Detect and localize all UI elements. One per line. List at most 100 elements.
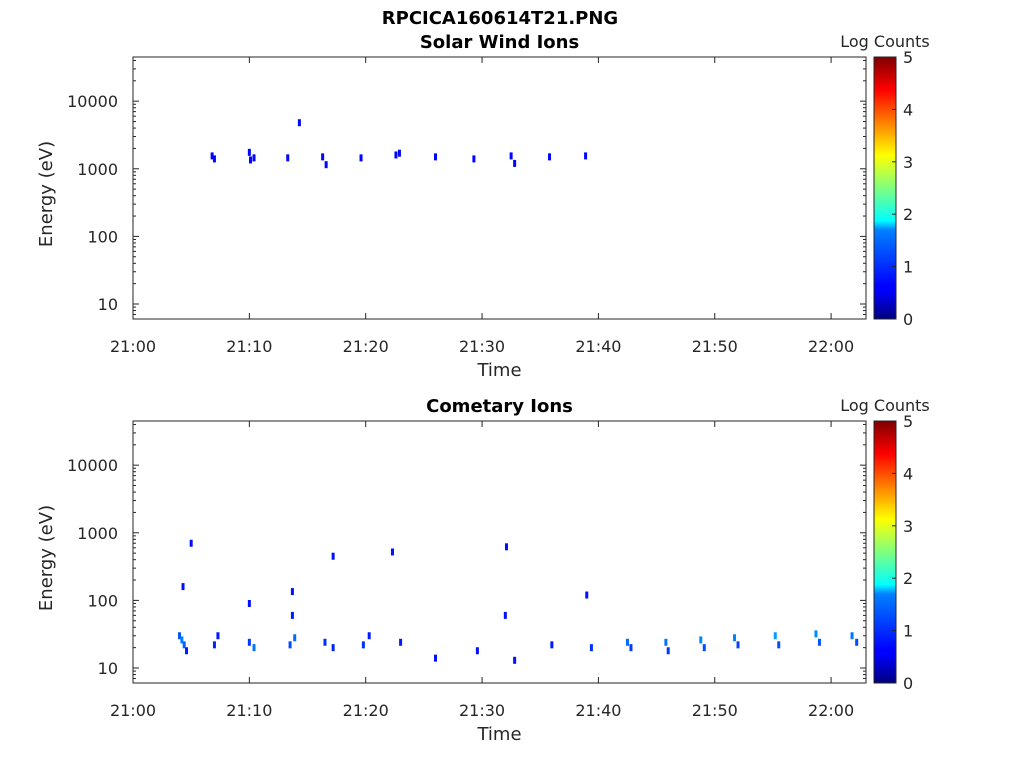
data-cell xyxy=(331,552,335,560)
data-cell xyxy=(367,632,371,640)
x-tick-label: 22:00 xyxy=(808,337,854,356)
y-tick-label: 100 xyxy=(87,227,118,246)
panel-title: Cometary Ions xyxy=(426,396,573,417)
colorbar-tick-label: 4 xyxy=(903,100,913,119)
data-cell xyxy=(178,632,182,640)
data-cell xyxy=(585,591,589,599)
data-cell xyxy=(212,155,216,163)
x-tick-label: 21:20 xyxy=(343,337,389,356)
y-axis-label: Energy (eV) xyxy=(36,141,57,247)
colorbar-label: Log Counts xyxy=(840,396,930,415)
colorbar-tick-label: 0 xyxy=(903,310,913,329)
data-cell xyxy=(252,154,256,162)
colorbar-tick-label: 3 xyxy=(903,153,913,172)
colorbar-tick-label: 2 xyxy=(903,569,913,588)
x-tick-label: 21:00 xyxy=(110,337,156,356)
x-tick-label: 21:30 xyxy=(459,337,505,356)
data-cell xyxy=(286,154,290,162)
data-cell xyxy=(584,152,588,160)
data-cell xyxy=(702,644,706,652)
y-tick-label: 100 xyxy=(87,591,118,610)
data-cell xyxy=(331,644,335,652)
colorbar-tick-label: 3 xyxy=(903,517,913,536)
y-tick-label: 10 xyxy=(98,659,118,678)
x-tick-label: 21:10 xyxy=(226,701,272,720)
colorbar-tick-label: 1 xyxy=(903,258,913,277)
data-cell xyxy=(814,630,818,638)
x-tick-label: 21:20 xyxy=(343,701,389,720)
data-cell xyxy=(247,148,251,156)
data-cell xyxy=(475,647,479,655)
data-cell xyxy=(361,641,365,649)
data-cell xyxy=(472,155,476,163)
y-tick-label: 1000 xyxy=(77,524,118,543)
data-cell xyxy=(189,539,193,547)
data-cell xyxy=(390,548,394,556)
data-cell xyxy=(247,638,251,646)
data-cell xyxy=(290,611,294,619)
colorbar xyxy=(873,56,897,320)
y-axis-label: Energy (eV) xyxy=(36,505,57,611)
data-cell xyxy=(212,641,216,649)
data-cell xyxy=(629,644,633,652)
data-cell xyxy=(290,588,294,596)
y-tick-label: 10000 xyxy=(67,92,118,111)
data-cell xyxy=(550,641,554,649)
data-cell xyxy=(359,154,363,162)
figure-title: RPCICA160614T21.PNG xyxy=(382,8,618,29)
data-cell xyxy=(733,634,737,642)
x-tick-label: 21:00 xyxy=(110,701,156,720)
data-cell xyxy=(252,644,256,652)
x-tick-label: 21:40 xyxy=(575,337,621,356)
data-cell xyxy=(182,641,186,649)
data-cell xyxy=(850,632,854,640)
panel-cometary: 21:00 21:10 21:20 21:30 21:40 21:50 22:0010100… xyxy=(36,396,930,745)
data-cell xyxy=(185,647,189,655)
data-cell xyxy=(589,644,593,652)
plot-area xyxy=(132,56,867,320)
data-cell xyxy=(513,159,517,167)
data-cell xyxy=(288,641,292,649)
x-tick-label: 21:50 xyxy=(692,701,738,720)
data-cell xyxy=(509,152,513,160)
data-cell xyxy=(736,641,740,649)
data-cell xyxy=(434,654,438,662)
y-tick-label: 10 xyxy=(98,295,118,314)
data-cell xyxy=(321,153,325,161)
colorbar-label: Log Counts xyxy=(840,32,930,51)
x-tick-label: 21:30 xyxy=(459,701,505,720)
colorbar-tick-label: 4 xyxy=(903,464,913,483)
data-cell xyxy=(625,638,629,646)
data-cell xyxy=(855,638,859,646)
panel-solar-wind: 21:00 21:10 21:20 21:30 21:40 21:50 22:0010100… xyxy=(36,32,930,381)
data-cell xyxy=(503,611,507,619)
data-cell xyxy=(293,634,297,642)
x-tick-label: 21:10 xyxy=(226,337,272,356)
data-cell xyxy=(324,161,328,169)
data-cell xyxy=(664,638,668,646)
data-cell xyxy=(699,636,703,644)
data-cell xyxy=(394,151,398,159)
data-cell xyxy=(513,656,517,664)
x-tick-label: 21:40 xyxy=(575,701,621,720)
y-tick-label: 10000 xyxy=(67,456,118,475)
plot-area xyxy=(132,420,867,684)
panel-title: Solar Wind Ions xyxy=(420,32,579,53)
colorbar-tick-label: 5 xyxy=(903,412,913,431)
data-cell xyxy=(323,638,327,646)
data-cell xyxy=(397,149,401,157)
data-cell xyxy=(777,641,781,649)
data-cell xyxy=(504,543,508,551)
data-cell xyxy=(247,599,251,607)
x-tick-label: 21:50 xyxy=(692,337,738,356)
data-cell xyxy=(216,632,220,640)
data-cell xyxy=(180,636,184,644)
data-cell xyxy=(434,153,438,161)
colorbar xyxy=(873,420,897,684)
data-cell xyxy=(548,153,552,161)
data-cell xyxy=(210,152,214,160)
data-cell xyxy=(181,583,185,591)
x-axis-label: Time xyxy=(476,724,521,745)
colorbar-tick-label: 5 xyxy=(903,48,913,67)
